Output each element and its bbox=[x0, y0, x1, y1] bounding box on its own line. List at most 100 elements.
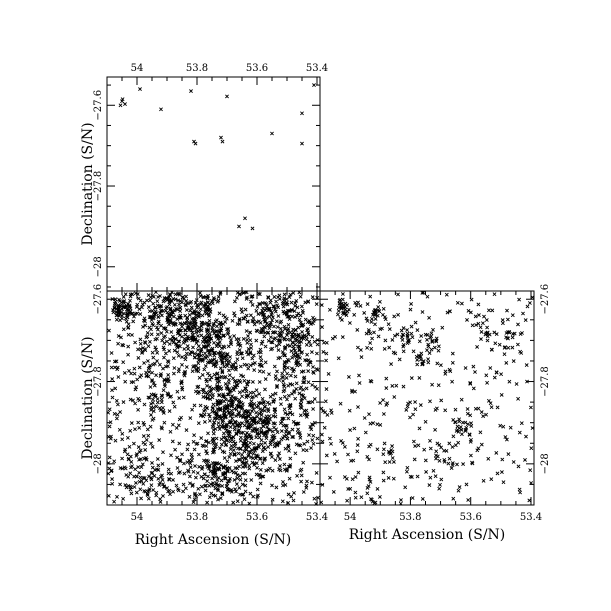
data-point bbox=[299, 304, 304, 309]
data-point bbox=[172, 348, 177, 353]
data-point bbox=[258, 347, 263, 352]
data-point bbox=[223, 435, 228, 440]
data-point bbox=[220, 359, 225, 363]
data-point bbox=[219, 398, 224, 403]
data-point bbox=[153, 345, 158, 350]
data-point bbox=[278, 331, 283, 336]
data-point bbox=[466, 498, 471, 502]
data-point bbox=[242, 411, 247, 415]
data-point bbox=[471, 364, 476, 369]
data-point bbox=[246, 444, 251, 449]
data-point bbox=[430, 338, 435, 343]
data-point bbox=[506, 345, 511, 350]
data-point bbox=[260, 461, 265, 466]
data-point bbox=[294, 386, 299, 391]
data-point bbox=[510, 313, 515, 318]
data-point bbox=[289, 349, 294, 354]
data-point bbox=[218, 496, 223, 501]
data-point bbox=[121, 400, 126, 405]
data-point bbox=[293, 374, 298, 379]
data-point bbox=[310, 295, 315, 300]
data-point bbox=[286, 326, 291, 331]
data-point bbox=[269, 347, 273, 352]
data-point bbox=[368, 341, 373, 345]
data-point bbox=[160, 477, 165, 482]
data-point bbox=[110, 395, 115, 400]
data-point bbox=[240, 394, 245, 399]
data-point bbox=[281, 352, 286, 356]
y-tick-label: −28 bbox=[540, 453, 551, 474]
data-point bbox=[147, 309, 152, 314]
data-point bbox=[257, 473, 262, 478]
data-point bbox=[147, 487, 152, 491]
data-point bbox=[157, 483, 162, 487]
data-point bbox=[124, 313, 129, 318]
data-point bbox=[301, 310, 305, 315]
data-point bbox=[251, 451, 256, 456]
data-point bbox=[368, 378, 373, 383]
data-point bbox=[173, 322, 178, 327]
data-point bbox=[375, 486, 380, 491]
data-point bbox=[259, 410, 264, 415]
data-point bbox=[168, 429, 173, 434]
data-point bbox=[358, 348, 363, 352]
data-point bbox=[233, 385, 238, 390]
panel-bottom-right: 54 53.8 53.6 53.4−27.6−27.8−28 bbox=[319, 284, 551, 523]
data-point bbox=[304, 485, 309, 490]
data-point bbox=[193, 141, 198, 146]
x-tick-label: 53.8 bbox=[186, 512, 208, 523]
data-point bbox=[481, 414, 486, 419]
data-point bbox=[208, 385, 212, 390]
data-point bbox=[238, 414, 243, 419]
data-point bbox=[260, 407, 265, 412]
data-point bbox=[358, 303, 363, 308]
data-point bbox=[110, 477, 115, 482]
data-point bbox=[260, 339, 265, 344]
data-point bbox=[281, 483, 285, 488]
data-point bbox=[109, 365, 114, 370]
data-point bbox=[167, 409, 172, 414]
data-point bbox=[270, 483, 274, 488]
data-point bbox=[299, 473, 304, 478]
data-point bbox=[231, 500, 236, 505]
data-point bbox=[218, 387, 223, 392]
data-point bbox=[173, 447, 178, 452]
data-point bbox=[439, 477, 444, 482]
data-point bbox=[129, 421, 134, 426]
data-point bbox=[244, 350, 249, 355]
ticks-bottom-right: 54 53.8 53.6 53.4−27.6−27.8−28 bbox=[319, 284, 551, 523]
data-point bbox=[455, 300, 460, 305]
data-point bbox=[200, 313, 205, 318]
data-point bbox=[202, 354, 207, 359]
data-point bbox=[120, 307, 125, 312]
data-point bbox=[165, 297, 170, 302]
data-point bbox=[458, 425, 463, 429]
data-point bbox=[122, 301, 127, 306]
data-point bbox=[308, 322, 313, 327]
data-point bbox=[177, 339, 182, 344]
data-point bbox=[394, 383, 399, 388]
data-point bbox=[390, 449, 395, 454]
data-point bbox=[480, 321, 485, 326]
data-point bbox=[234, 407, 239, 412]
data-point bbox=[272, 307, 277, 312]
data-point bbox=[120, 431, 125, 436]
data-point bbox=[203, 340, 208, 345]
data-point bbox=[185, 318, 190, 323]
data-point bbox=[300, 329, 305, 334]
data-point bbox=[356, 470, 361, 475]
data-point bbox=[399, 335, 404, 340]
data-point bbox=[301, 460, 306, 465]
data-point bbox=[437, 458, 442, 463]
data-point bbox=[309, 350, 314, 355]
data-point bbox=[237, 424, 242, 429]
data-point bbox=[450, 379, 455, 384]
data-point bbox=[190, 350, 195, 355]
data-point bbox=[356, 300, 361, 305]
data-point bbox=[289, 366, 294, 371]
data-point bbox=[417, 339, 422, 344]
data-point bbox=[266, 420, 271, 425]
data-point bbox=[467, 433, 472, 437]
data-point bbox=[234, 365, 239, 370]
data-point bbox=[239, 431, 244, 435]
